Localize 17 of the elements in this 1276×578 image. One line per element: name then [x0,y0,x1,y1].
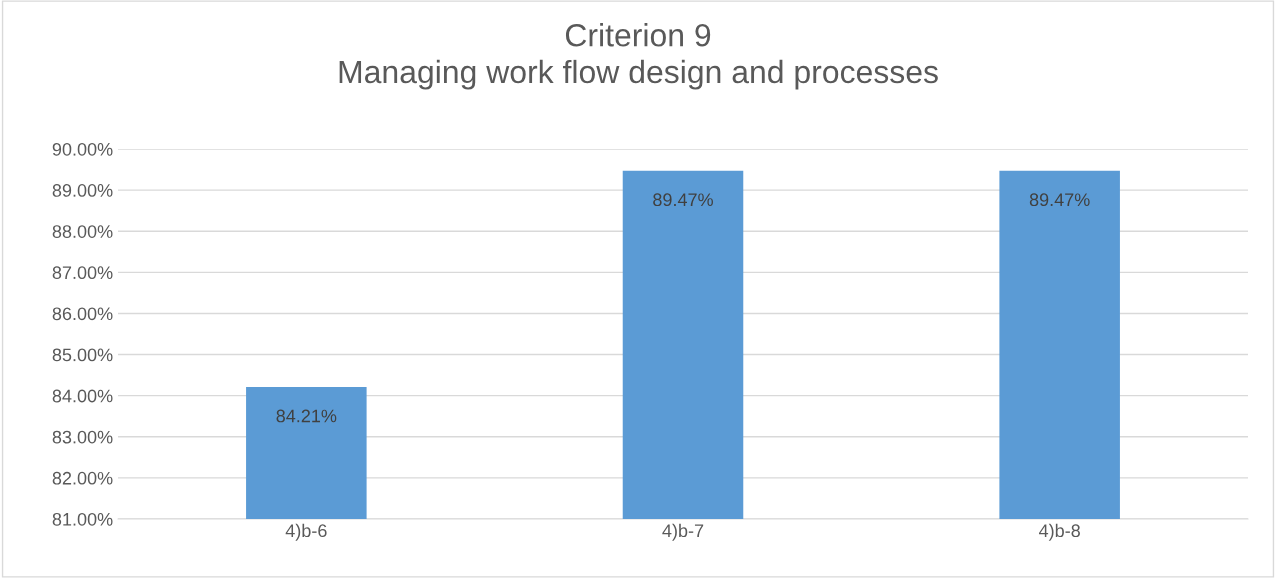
y-tick-label: 83.00% [52,430,113,444]
chart-title: Criterion 9 Managing work flow design and processes [339,23,938,90]
y-tick-label: 87.00% [52,266,113,280]
y-tick-label: 89.00% [52,184,113,197]
y-tick-label: 84.00% [52,389,113,403]
y-tick-label: 90.00% [52,142,113,156]
y-tick-label: 85.00% [52,348,113,362]
data-label: 89.47% [1029,193,1090,207]
data-label: 89.47% [653,193,713,207]
y-tick-label: 81.00% [52,512,113,526]
x-tick-label: 4)b-7 [662,523,704,541]
x-tick-label: 4)b-6 [285,523,327,541]
y-tick-label: 88.00% [52,225,113,238]
data-label: 84.21% [276,409,337,423]
y-tick-label: 86.00% [52,307,113,321]
x-tick-label: 4)b-8 [1039,523,1080,541]
y-tick-label: 82.00% [52,471,113,485]
